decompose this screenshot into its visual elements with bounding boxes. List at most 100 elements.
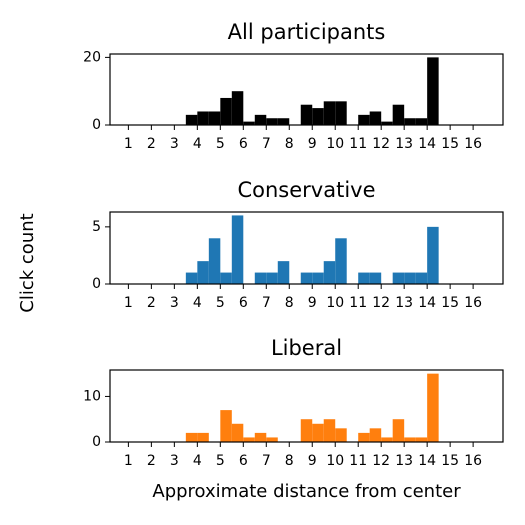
bar (415, 118, 428, 125)
x-tick-label: 9 (308, 453, 317, 469)
x-tick-label: 8 (285, 453, 294, 469)
x-axis-label: Approximate distance from center (152, 481, 461, 502)
bar (312, 272, 324, 284)
x-tick-label: 11 (349, 136, 367, 152)
bar (335, 428, 347, 442)
axes-frame (109, 53, 504, 126)
bar (404, 118, 416, 125)
x-tick-label: 10 (326, 136, 344, 152)
x-tick-label: 12 (372, 136, 390, 152)
x-tick-label: 15 (441, 295, 459, 311)
chart-title: All participants (228, 20, 386, 44)
bar (415, 437, 428, 442)
bar (277, 118, 290, 125)
x-tick-label: 4 (193, 295, 202, 311)
y-tick-label: 5 (92, 219, 101, 235)
x-tick-label: 11 (349, 453, 367, 469)
bar (323, 101, 336, 125)
bar (266, 118, 278, 125)
y-tick-label: 0 (92, 276, 101, 292)
x-tick-label: 5 (216, 295, 225, 311)
bar (392, 272, 405, 284)
bar (358, 272, 370, 284)
x-tick-label: 14 (418, 295, 436, 311)
bar (392, 419, 405, 442)
bar (197, 261, 209, 284)
x-tick-label: 9 (308, 295, 317, 311)
x-tick-label: 14 (418, 136, 436, 152)
bar (185, 272, 198, 284)
x-tick-label: 16 (464, 453, 482, 469)
y-tick-label: 10 (83, 388, 101, 404)
bar (254, 272, 267, 284)
x-tick-label: 1 (124, 136, 133, 152)
x-tick-label: 5 (216, 136, 225, 152)
bar (381, 437, 393, 442)
bar (254, 432, 267, 442)
bar (231, 91, 244, 125)
bar (312, 108, 324, 125)
x-tick-label: 14 (418, 453, 436, 469)
y-tick-label: 0 (92, 434, 101, 450)
x-tick-label: 2 (147, 295, 156, 311)
x-tick-label: 4 (193, 136, 202, 152)
bar (335, 238, 347, 284)
bar (369, 428, 382, 442)
bar (427, 373, 439, 442)
bar (231, 423, 244, 442)
y-axis-label: Click count (17, 213, 38, 312)
y-tick-label: 0 (92, 117, 101, 133)
bar (185, 432, 198, 442)
bar (381, 121, 393, 125)
bar (220, 272, 232, 284)
bar (427, 57, 439, 125)
chart-title: Conservative (237, 178, 375, 202)
x-tick-label: 11 (349, 295, 367, 311)
bar (208, 111, 221, 125)
bar (323, 419, 336, 442)
bar (197, 111, 209, 125)
x-tick-label: 10 (326, 295, 344, 311)
bar (415, 272, 428, 284)
x-tick-label: 1 (124, 295, 133, 311)
bar (220, 410, 232, 442)
bar (323, 261, 336, 284)
x-tick-label: 13 (395, 453, 413, 469)
bar (243, 121, 255, 125)
bar (392, 104, 405, 125)
axes-frame (109, 369, 504, 443)
x-tick-label: 5 (216, 453, 225, 469)
x-tick-label: 6 (239, 453, 248, 469)
x-tick-label: 6 (239, 136, 248, 152)
y-tick-label: 20 (83, 49, 101, 65)
bar (427, 226, 439, 284)
x-tick-label: 13 (395, 295, 413, 311)
x-tick-label: 3 (170, 136, 179, 152)
x-tick-label: 15 (441, 136, 459, 152)
x-tick-label: 3 (170, 295, 179, 311)
bar (254, 114, 267, 125)
x-tick-label: 10 (326, 453, 344, 469)
bar (335, 101, 347, 125)
bar (231, 215, 244, 284)
axes-frame (109, 211, 504, 285)
bar (243, 437, 255, 442)
x-tick-label: 9 (308, 136, 317, 152)
bar (369, 272, 382, 284)
chart-title: Liberal (271, 336, 342, 360)
bar (277, 261, 290, 284)
bar (404, 437, 416, 442)
bar (369, 111, 382, 125)
bar (404, 272, 416, 284)
bar (220, 97, 232, 125)
x-tick-label: 3 (170, 453, 179, 469)
x-tick-label: 1 (124, 453, 133, 469)
bar (197, 432, 209, 442)
bar (266, 272, 278, 284)
bar (358, 114, 370, 125)
bar (300, 419, 313, 442)
x-tick-label: 7 (262, 136, 271, 152)
x-tick-label: 7 (262, 453, 271, 469)
bar (266, 437, 278, 442)
